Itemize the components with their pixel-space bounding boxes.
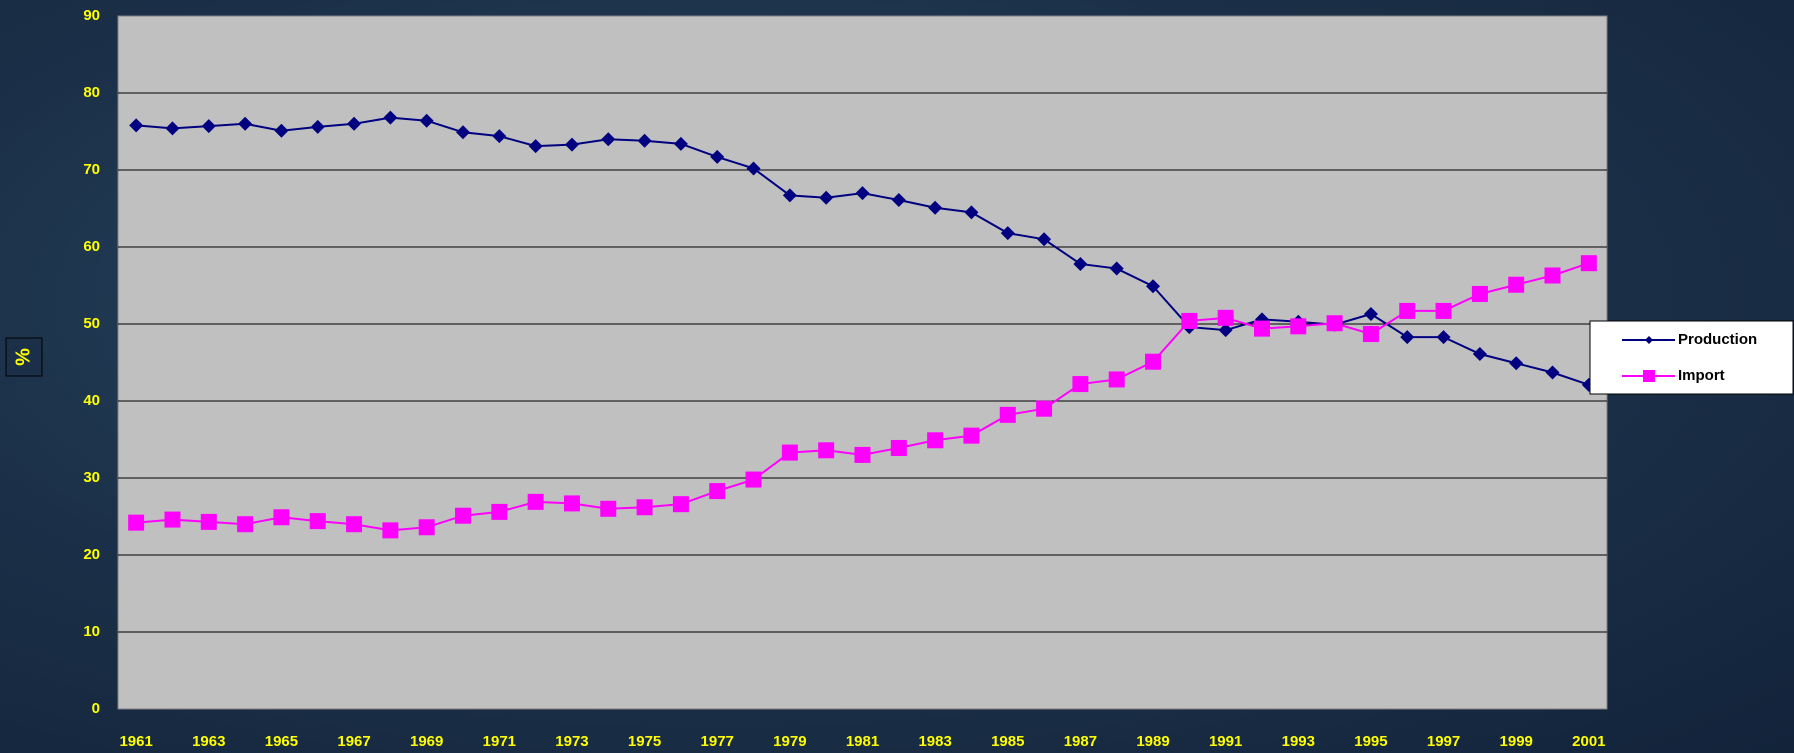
- y-tick-label: 0: [92, 700, 100, 717]
- y-tick-label: 30: [83, 469, 100, 486]
- point: [419, 519, 435, 535]
- point: [1036, 401, 1052, 417]
- legend-label: Production: [1678, 331, 1757, 348]
- point: [201, 514, 217, 530]
- point: [564, 495, 580, 511]
- point: [1581, 255, 1597, 271]
- x-tick-label: 1991: [1209, 733, 1242, 750]
- point: [128, 515, 144, 531]
- x-tick-label: 1977: [701, 733, 734, 750]
- point: [310, 513, 326, 529]
- point: [1327, 315, 1343, 331]
- x-tick-label: 1997: [1427, 733, 1460, 750]
- point: [927, 432, 943, 448]
- point: [600, 501, 616, 517]
- point: [1072, 376, 1088, 392]
- x-tick-label: 1983: [918, 733, 951, 750]
- point: [963, 428, 979, 444]
- legend: Production Import: [1590, 321, 1793, 394]
- legend-marker: [1643, 370, 1655, 382]
- x-tick-label: 1981: [846, 733, 879, 750]
- x-tick-label: 1999: [1500, 733, 1533, 750]
- plot-area: [118, 16, 1607, 709]
- x-tick-label: 1995: [1354, 733, 1387, 750]
- point: [491, 504, 507, 520]
- point: [346, 516, 362, 532]
- point: [891, 440, 907, 456]
- y-axis-label: %: [12, 348, 34, 366]
- point: [855, 447, 871, 463]
- x-tick-label: 2001: [1572, 733, 1605, 750]
- y-tick-label: 10: [83, 623, 100, 640]
- point: [818, 442, 834, 458]
- page: % 0 10 20 30 40 50 60 70 80 90 1961 1963 1965 1967 196…: [0, 0, 1794, 753]
- point: [1109, 371, 1125, 387]
- x-tick-label: 1973: [555, 733, 588, 750]
- x-tick-label: 1989: [1136, 733, 1169, 750]
- chart: % 0 10 20 30 40 50 60 70 80 90 1961 1963 1965 1967 196…: [0, 0, 1794, 753]
- point: [273, 509, 289, 525]
- point: [1181, 313, 1197, 329]
- point: [528, 494, 544, 510]
- point: [164, 512, 180, 528]
- y-tick-label: 80: [83, 84, 100, 101]
- legend-label: Import: [1678, 367, 1725, 384]
- point: [1472, 286, 1488, 302]
- x-tick-label: 1979: [773, 733, 806, 750]
- point: [1436, 303, 1452, 319]
- point: [746, 472, 762, 488]
- x-tick-label: 1975: [628, 733, 661, 750]
- y-tick-label: 40: [83, 392, 100, 409]
- x-tick-label: 1965: [265, 733, 298, 750]
- y-tick-label: 70: [83, 161, 100, 178]
- point: [1145, 354, 1161, 370]
- point: [1218, 310, 1234, 326]
- point: [709, 483, 725, 499]
- x-tick-label: 1993: [1282, 733, 1315, 750]
- point: [1290, 318, 1306, 334]
- point: [673, 496, 689, 512]
- x-tick-label: 1967: [337, 733, 370, 750]
- point: [237, 516, 253, 532]
- point: [382, 522, 398, 538]
- y-tick-label: 20: [83, 546, 100, 563]
- point: [1508, 277, 1524, 293]
- x-tick-label: 1969: [410, 733, 443, 750]
- point: [1000, 407, 1016, 423]
- point: [1254, 321, 1270, 337]
- x-tick-label: 1985: [991, 733, 1024, 750]
- y-tick-label: 50: [83, 315, 100, 332]
- point: [455, 508, 471, 524]
- x-tick-label: 1987: [1064, 733, 1097, 750]
- point: [1363, 326, 1379, 342]
- y-tick-label: 90: [83, 7, 100, 24]
- point: [782, 445, 798, 461]
- x-tick-label: 1963: [192, 733, 225, 750]
- point: [1399, 303, 1415, 319]
- point: [637, 499, 653, 515]
- point: [1545, 267, 1561, 283]
- x-tick-label: 1971: [483, 733, 516, 750]
- x-tick-label: 1961: [119, 733, 152, 750]
- y-tick-label: 60: [83, 238, 100, 255]
